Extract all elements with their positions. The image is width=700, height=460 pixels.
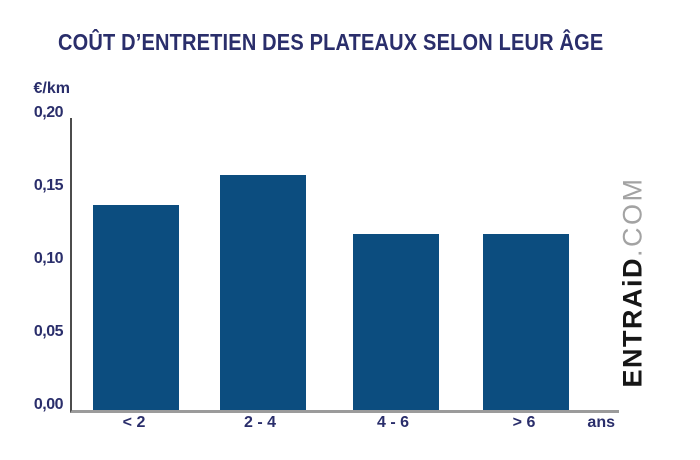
x-category-label: 4 - 6 bbox=[376, 414, 410, 431]
x-axis-category-labels: ans < 2 2 - 4 4 - 6 > 6 bbox=[70, 414, 617, 434]
bar-2-4 bbox=[220, 175, 306, 410]
x-category-label: > 6 bbox=[512, 414, 536, 431]
plot-area bbox=[70, 118, 619, 413]
watermark-brand-text: ENTRAiD bbox=[617, 257, 648, 388]
y-tick-label: 0,05 bbox=[33, 323, 64, 340]
bar->6 bbox=[483, 234, 569, 410]
chart-title: COÛT D’ENTRETIEN DES PLATEAUX SELON LEUR… bbox=[58, 29, 604, 55]
y-tick-label: 0,15 bbox=[33, 177, 64, 194]
y-tick-label: 0,00 bbox=[33, 396, 64, 413]
x-category-label: < 2 bbox=[122, 414, 146, 431]
watermark-entraid-logo: ENTRAiD.COM bbox=[617, 176, 648, 388]
y-tick-label: 0,20 bbox=[33, 104, 64, 121]
bar-<2 bbox=[93, 205, 179, 410]
y-axis-unit-label: €/km bbox=[33, 80, 70, 97]
y-axis-tick-labels: 0,20 0,15 0,10 0,05 0,00 bbox=[0, 104, 64, 413]
y-tick-label: 0,10 bbox=[33, 250, 64, 267]
bar-4-6 bbox=[353, 234, 439, 410]
x-axis-unit-label: ans bbox=[587, 414, 615, 431]
x-category-label: 2 - 4 bbox=[243, 414, 277, 431]
watermark-suffix-text: .COM bbox=[617, 176, 648, 258]
